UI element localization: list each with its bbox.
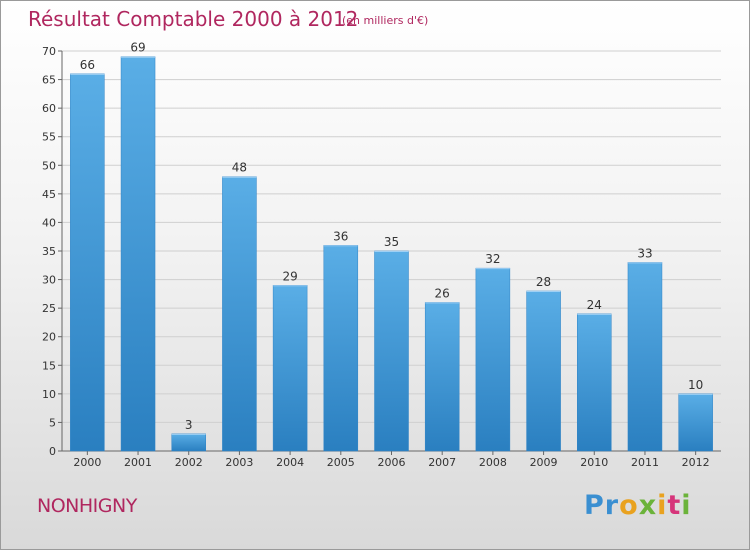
bar-2002 <box>171 433 206 452</box>
data-label: 3 <box>185 418 193 432</box>
bar-2006 <box>374 250 409 452</box>
bar-2010 <box>577 313 612 452</box>
x-tick-label: 2000 <box>73 456 101 469</box>
x-tick-label: 2004 <box>276 456 304 469</box>
x-tick-label: 2001 <box>124 456 152 469</box>
data-label: 26 <box>435 286 450 300</box>
y-tick-label: 60 <box>42 102 56 115</box>
bar-2000 <box>70 73 105 452</box>
logo-letter: i <box>681 490 692 521</box>
logo-letter: t <box>667 490 682 521</box>
logo-letter: o <box>619 490 639 521</box>
y-tick-label: 5 <box>49 416 56 429</box>
y-tick-label: 50 <box>42 159 56 172</box>
bar-2007 <box>424 302 460 452</box>
y-tick-label: 15 <box>42 359 56 372</box>
data-label: 28 <box>536 275 551 289</box>
bar-2001 <box>120 56 156 452</box>
y-tick-label: 35 <box>42 245 56 258</box>
y-tick-label: 20 <box>42 331 56 344</box>
data-label: 48 <box>232 161 247 175</box>
chart-subtitle: (en milliers d'€) <box>342 14 429 27</box>
y-tick-label: 45 <box>42 188 56 201</box>
bar-2012 <box>678 393 713 452</box>
x-tick-label: 2005 <box>327 456 355 469</box>
x-tick-label: 2006 <box>378 456 406 469</box>
y-tick-label: 55 <box>42 131 56 144</box>
x-tick-label: 2012 <box>682 456 710 469</box>
y-tick-label: 30 <box>42 274 56 287</box>
labels: 0 5 10 15 20 25 30 35 40 45 50 55 60 65 70 66 2000 69 2001… <box>42 41 710 469</box>
x-tick-label: 2010 <box>580 456 608 469</box>
x-tick-label: 2008 <box>479 456 507 469</box>
logo-letter: x <box>638 490 658 521</box>
bar-2003 <box>222 176 257 452</box>
x-tick-label: 2009 <box>530 456 558 469</box>
logo-letter: r <box>604 490 620 521</box>
y-tick-label: 25 <box>42 302 56 315</box>
bar-2004 <box>272 285 308 452</box>
logo-letter: P <box>584 490 605 521</box>
logo-letter: i <box>657 490 668 521</box>
y-tick-label: 65 <box>42 74 56 87</box>
x-tick-label: 2003 <box>225 456 253 469</box>
bars <box>70 56 713 452</box>
bar-2005 <box>323 245 359 452</box>
data-label: 32 <box>485 252 500 266</box>
bar-2009 <box>526 290 561 452</box>
data-label: 10 <box>688 378 703 392</box>
data-label: 66 <box>80 58 95 72</box>
bar-2008 <box>475 267 511 452</box>
data-label: 33 <box>637 246 652 260</box>
proxiti-logo[interactable]: Proxiti <box>584 490 692 521</box>
y-tick-label: 10 <box>42 388 56 401</box>
y-tick-label: 70 <box>42 45 56 58</box>
chart-title: Résultat Comptable 2000 à 2012 <box>28 7 359 31</box>
data-label: 69 <box>130 41 145 55</box>
x-tick-label: 2011 <box>631 456 659 469</box>
x-tick-label: 2002 <box>175 456 203 469</box>
y-tick-label: 40 <box>42 216 56 229</box>
data-label: 29 <box>282 269 297 283</box>
data-label: 35 <box>384 235 399 249</box>
y-tick-label: 0 <box>49 445 56 458</box>
bar-2011 <box>627 262 663 452</box>
data-label: 24 <box>587 298 602 312</box>
data-label: 36 <box>333 229 348 243</box>
x-tick-label: 2007 <box>428 456 456 469</box>
town-name: NONHIGNY <box>37 495 137 517</box>
